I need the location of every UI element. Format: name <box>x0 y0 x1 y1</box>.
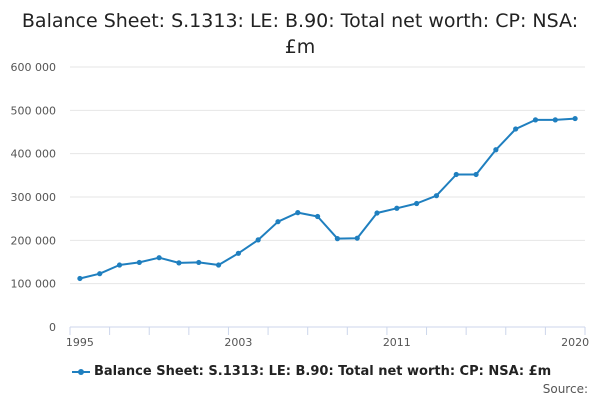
x-tick-labels: 1995 2003 2011 2020 <box>66 336 589 349</box>
y-tick-label: 100 000 <box>11 278 57 291</box>
legend-swatch-icon <box>72 367 90 377</box>
data-point <box>314 213 321 220</box>
data-point <box>295 210 301 216</box>
y-tick-label: 600 000 <box>11 61 57 74</box>
data-point <box>493 147 499 153</box>
data-point <box>136 259 142 266</box>
x-tick-label: 2020 <box>561 336 589 349</box>
y-tick-labels: 0 100 000 200 000 300 000 400 000 500 000 600 … <box>11 61 57 334</box>
data-point <box>156 255 162 261</box>
axes <box>69 326 586 335</box>
data-point <box>453 171 459 178</box>
data-point <box>532 117 539 123</box>
data-point <box>394 205 400 211</box>
data-point <box>374 210 380 216</box>
series-layer <box>77 115 578 282</box>
y-tick-label: 400 000 <box>11 148 57 161</box>
data-point <box>196 259 202 266</box>
data-point <box>215 262 222 268</box>
data-point <box>176 260 182 266</box>
data-point <box>275 219 281 225</box>
data-point <box>354 235 360 241</box>
data-point <box>552 117 558 123</box>
data-point <box>97 271 103 277</box>
x-tick-label: 2003 <box>224 336 252 349</box>
data-point <box>235 250 241 256</box>
y-tick-label: 500 000 <box>11 104 57 117</box>
y-tick-label: 0 <box>49 321 56 334</box>
data-point <box>513 126 519 132</box>
data-point <box>433 193 440 199</box>
y-tick-label: 200 000 <box>11 234 57 247</box>
data-point <box>473 171 479 178</box>
data-point <box>116 262 123 268</box>
legend-label: Balance Sheet: S.1313: LE: B.90: Total n… <box>94 364 552 379</box>
y-tick-label: 300 000 <box>11 191 57 204</box>
legend[interactable]: Balance Sheet: S.1313: LE: B.90: Total n… <box>72 364 551 379</box>
chart-title: Balance Sheet: S.1313: LE: B.90: Total n… <box>21 10 579 58</box>
data-point <box>414 200 420 207</box>
gridlines <box>70 66 585 285</box>
data-point <box>572 115 578 122</box>
data-point <box>334 236 341 242</box>
data-point <box>255 237 261 243</box>
data-point <box>77 275 83 282</box>
x-tick-label: 2011 <box>383 336 411 349</box>
series-line <box>79 117 576 280</box>
x-tick-label: 1995 <box>66 336 94 349</box>
source-label: Source: <box>542 382 588 396</box>
